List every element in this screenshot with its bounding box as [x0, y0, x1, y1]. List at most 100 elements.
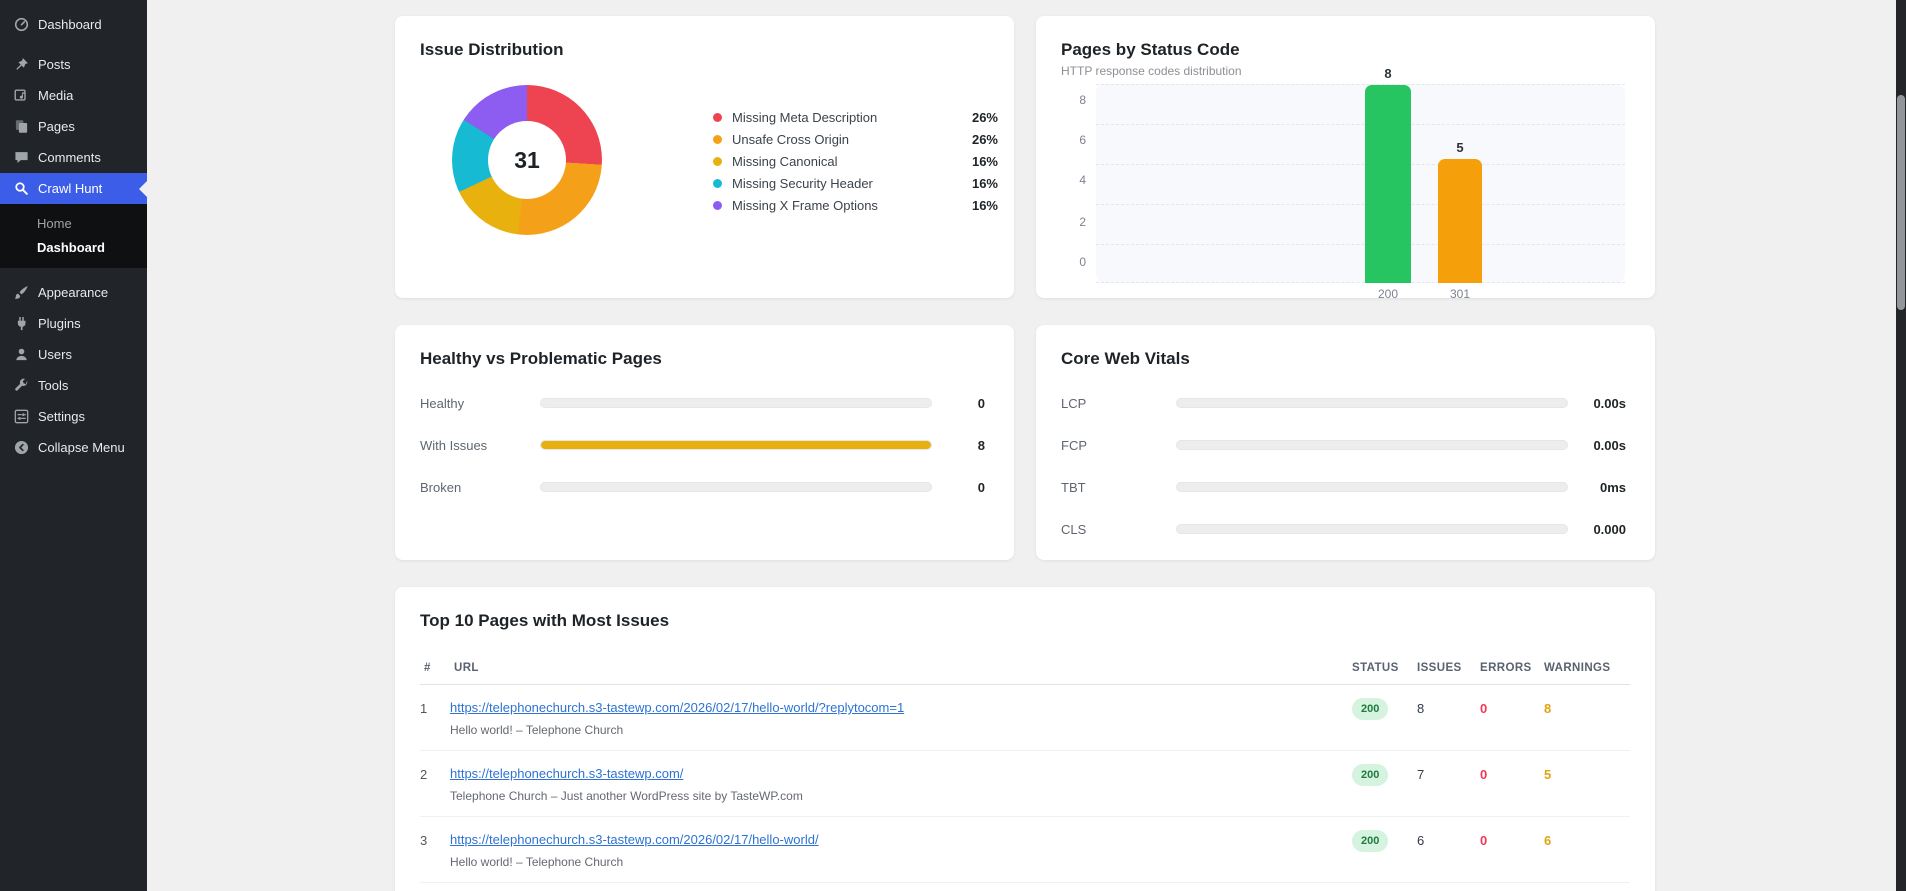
url-cell: https://telephonechurch.s3-tastewp.com/2… — [450, 699, 1352, 737]
progress-track — [540, 440, 932, 450]
progress-track — [1176, 398, 1568, 408]
user-icon — [14, 347, 29, 362]
y-axis-tick: 8 — [1079, 93, 1086, 107]
card-title: Pages by Status Code — [1061, 40, 1240, 59]
sidebar-item-collapse-menu[interactable]: Collapse Menu — [0, 432, 147, 463]
progress-fill — [541, 441, 931, 449]
menu-separator — [0, 40, 147, 49]
progress-track — [1176, 482, 1568, 492]
sidebar-item-plugins[interactable]: Plugins — [0, 308, 147, 339]
sidebar-item-pages[interactable]: Pages — [0, 111, 147, 142]
submenu-label: Dashboard — [37, 239, 105, 255]
table-row: 4 https://telephonechurch.s3-tastewp.com… — [420, 883, 1630, 891]
progress-track — [1176, 440, 1568, 450]
gridline — [1096, 164, 1625, 165]
row-value: 0ms — [1599, 479, 1626, 495]
sidebar-item-dashboard[interactable]: Dashboard — [0, 9, 147, 40]
gridline — [1096, 84, 1625, 85]
column-header-url: URL — [454, 662, 479, 674]
admin-menu: Dashboard Posts Media Pages Comments Cra… — [0, 0, 147, 204]
top-pages-card: Top 10 Pages with Most Issues # URL STAT… — [395, 587, 1655, 891]
page-url-link[interactable]: https://telephonechurch.s3-tastewp.com/2… — [450, 700, 905, 715]
sidebar-item-crawl-hunt[interactable]: Crawl Hunt — [0, 173, 147, 204]
sidebar-item-tools[interactable]: Tools — [0, 370, 147, 401]
progress-track — [1176, 524, 1568, 534]
page-url-link[interactable]: https://telephonechurch.s3-tastewp.com/ — [450, 766, 684, 781]
row-value: 0.00s — [1593, 395, 1626, 411]
column-header-status: STATUS — [1352, 662, 1399, 674]
warnings-count: 5 — [1544, 767, 1552, 782]
legend-label: Missing Meta Description — [732, 109, 878, 125]
page-scrollbar-thumb[interactable] — [1897, 95, 1905, 310]
y-axis-tick: 2 — [1079, 215, 1086, 229]
submenu-item-home[interactable]: Home — [0, 211, 147, 235]
sidebar-item-label: Settings — [38, 409, 85, 424]
sidebar-item-settings[interactable]: Settings — [0, 401, 147, 432]
page-scrollbar-track[interactable] — [1896, 0, 1906, 891]
vital-row-cls: CLS 0.000 — [1061, 508, 1626, 550]
legend-label: Missing Security Header — [732, 175, 873, 191]
sidebar-item-label: Media — [38, 88, 74, 103]
sidebar-item-label: Collapse Menu — [38, 440, 125, 455]
row-label: FCP — [1061, 437, 1087, 453]
row-rank: 3 — [420, 833, 428, 848]
warnings-count: 6 — [1544, 833, 1552, 848]
table-header-row: # URL STATUS ISSUES ERRORS WARNINGS — [420, 662, 1630, 685]
legend-dot-cyan — [713, 178, 722, 188]
plug-icon — [14, 316, 29, 331]
sidebar-item-media[interactable]: Media — [0, 80, 147, 111]
page-title: Hello world! – Telephone Church — [450, 723, 624, 737]
column-header-rank: # — [424, 662, 431, 674]
sidebar-item-appearance[interactable]: Appearance — [0, 277, 147, 308]
sidebar-item-label: Crawl Hunt — [38, 181, 103, 196]
submenu-item-dashboard[interactable]: Dashboard — [0, 235, 147, 259]
legend-value: 16% — [971, 197, 998, 213]
vital-row-lcp: LCP 0.00s — [1061, 382, 1626, 424]
errors-count: 0 — [1480, 767, 1488, 782]
media-icon — [14, 88, 29, 103]
bar-200 — [1365, 85, 1411, 283]
vital-row-fcp: FCP 0.00s — [1061, 424, 1626, 466]
bar-value-label: 5 — [1456, 140, 1464, 156]
warnings-count: 8 — [1544, 701, 1552, 716]
card-title: Core Web Vitals — [1061, 349, 1190, 368]
issue-legend: Missing Meta Description 26% Unsafe Cros… — [713, 106, 998, 216]
healthy-pages-card: Healthy vs Problematic Pages Healthy 0 W… — [395, 325, 1014, 560]
sidebar-item-label: Users — [38, 347, 72, 362]
top-pages-table: # URL STATUS ISSUES ERRORS WARNINGS 1 ht… — [395, 631, 1655, 891]
bar-value-label: 8 — [1384, 66, 1392, 81]
gridline — [1096, 124, 1625, 125]
legend-label: Missing Canonical — [732, 153, 838, 169]
dashboard-container: Issue Distribution 31 Missing Meta Descr… — [395, 16, 1655, 891]
url-cell: https://telephonechurch.s3-tastewp.com/2… — [450, 831, 1352, 869]
bar-301 — [1438, 159, 1482, 283]
admin-menu-lower: Appearance Plugins Users Tools Settings … — [0, 268, 147, 463]
y-axis-tick: 6 — [1079, 133, 1086, 147]
comment-bubble-icon — [14, 150, 29, 165]
gridline — [1096, 244, 1625, 245]
legend-item: Missing Canonical 16% — [713, 150, 998, 172]
url-cell: https://telephonechurch.s3-tastewp.com/ … — [450, 765, 1352, 803]
legend-label: Missing X Frame Options — [732, 197, 878, 213]
gridline — [1096, 204, 1625, 205]
status-code-card: Pages by Status Code HTTP response codes… — [1036, 16, 1655, 301]
legend-dot-yellow — [713, 156, 722, 166]
row-rank: 1 — [420, 701, 428, 716]
sidebar-item-users[interactable]: Users — [0, 339, 147, 370]
y-axis-tick: 0 — [1079, 255, 1086, 269]
issues-count: 6 — [1417, 833, 1425, 848]
progress-row-broken: Broken 0 — [420, 466, 985, 508]
legend-label: Unsafe Cross Origin — [732, 131, 850, 147]
row-label: CLS — [1061, 521, 1087, 537]
legend-item: Missing X Frame Options 16% — [713, 194, 998, 216]
issues-count: 8 — [1417, 701, 1425, 716]
sidebar-item-comments[interactable]: Comments — [0, 142, 147, 173]
wrench-icon — [14, 378, 29, 393]
sidebar-item-posts[interactable]: Posts — [0, 49, 147, 80]
row-label: LCP — [1061, 395, 1087, 411]
status-code-bar-chart: 8 6 4 2 0 8 5 200 301 — [1079, 66, 1625, 301]
core-web-vitals-card: Core Web Vitals LCP 0.00s FCP 0.00s TBT — [1036, 325, 1655, 560]
crawl-hunt-submenu: Home Dashboard — [0, 204, 147, 268]
page-url-link[interactable]: https://telephonechurch.s3-tastewp.com/2… — [450, 832, 819, 847]
sidebar-item-label: Dashboard — [38, 17, 102, 32]
